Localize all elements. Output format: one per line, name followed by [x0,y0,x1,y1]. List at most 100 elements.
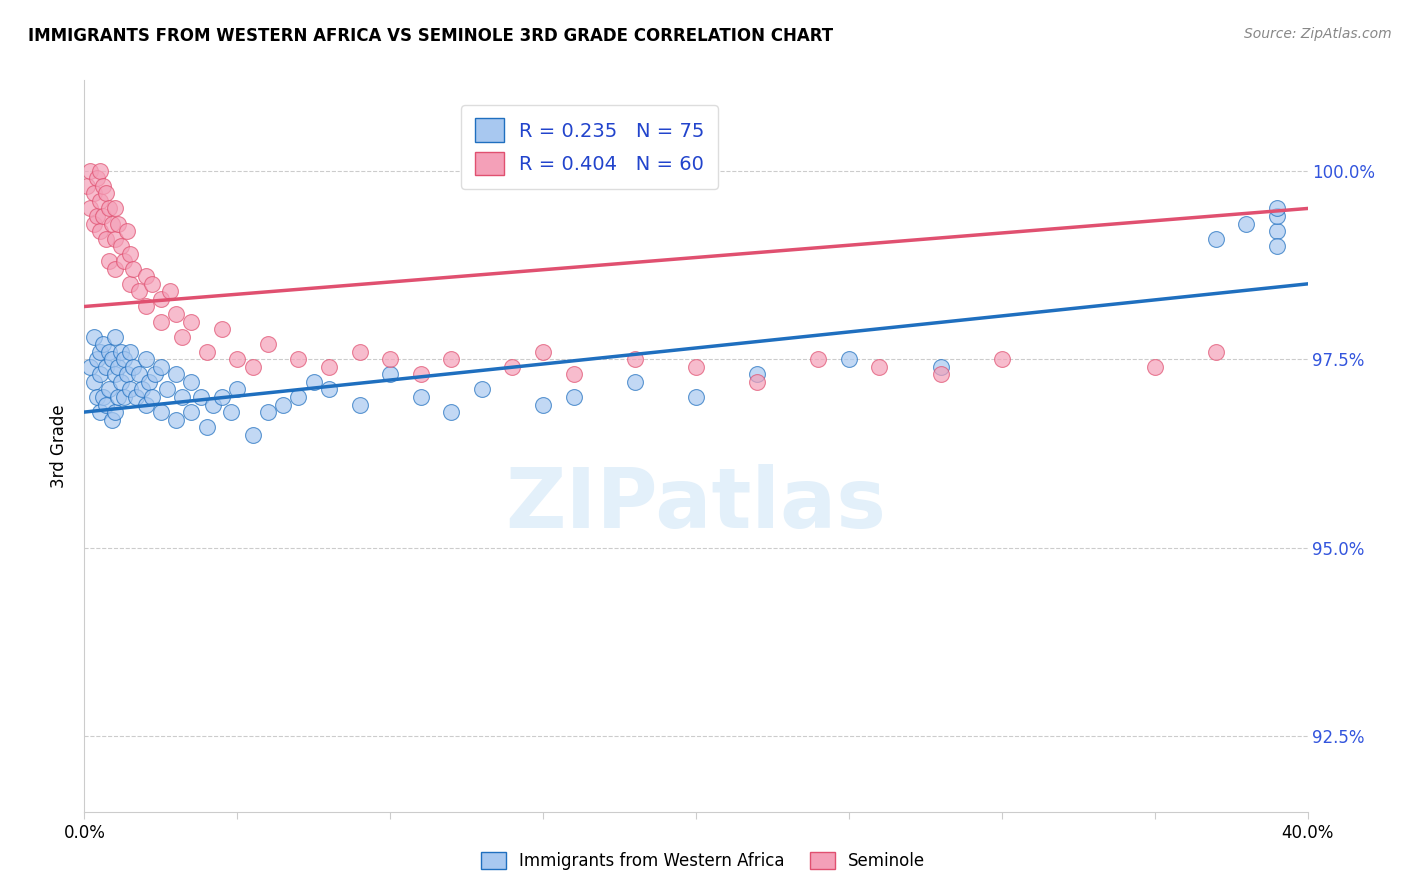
Point [89,405,111,419]
Point [86,209,108,223]
Point [107,359,129,374]
Point [1265,209,1288,223]
Point [165,368,187,382]
Point [83,186,105,201]
Legend: R = 0.235   N = 75, R = 0.404   N = 60: R = 0.235 N = 75, R = 0.404 N = 60 [461,104,718,189]
Point [190,390,212,404]
Point [149,292,172,306]
Point [94,398,117,412]
Point [165,412,187,426]
Point [349,398,371,412]
Point [120,344,142,359]
Point [83,217,105,231]
Text: ZIPatlas: ZIPatlas [506,464,886,545]
Y-axis label: 3rd Grade: 3rd Grade [51,404,69,488]
Point [195,344,218,359]
Point [531,398,554,412]
Point [1205,344,1227,359]
Point [104,232,127,246]
Point [195,420,218,434]
Point [211,322,233,336]
Point [128,285,150,299]
Point [97,383,120,397]
Point [211,390,233,404]
Point [120,246,142,260]
Point [1265,224,1288,238]
Point [79,163,101,178]
Legend: Immigrants from Western Africa, Seminole: Immigrants from Western Africa, Seminole [474,845,932,877]
Point [135,398,157,412]
Point [76,178,98,193]
Point [104,202,127,216]
Point [409,390,432,404]
Point [149,359,172,374]
Point [91,178,114,193]
Point [869,359,891,374]
Point [135,269,157,284]
Point [242,427,264,442]
Point [89,344,111,359]
Point [257,337,280,351]
Point [471,383,494,397]
Point [101,352,124,367]
Point [1143,359,1166,374]
Point [107,217,129,231]
Point [685,390,707,404]
Point [128,368,150,382]
Point [112,254,135,268]
Point [91,390,114,404]
Point [120,383,142,397]
Point [380,352,402,367]
Point [115,368,138,382]
Point [257,405,280,419]
Point [562,390,585,404]
Point [143,368,166,382]
Point [838,352,860,367]
Point [94,359,117,374]
Point [156,383,179,397]
Point [380,368,402,382]
Point [1265,239,1288,253]
Point [115,224,138,238]
Point [149,315,172,329]
Point [502,359,524,374]
Point [122,359,145,374]
Point [141,277,163,291]
Point [1265,202,1288,216]
Point [83,375,105,389]
Point [159,285,181,299]
Point [180,375,202,389]
Point [440,405,463,419]
Point [685,359,707,374]
Point [302,375,325,389]
Point [91,209,114,223]
Point [112,390,135,404]
Point [94,186,117,201]
Point [112,352,135,367]
Point [89,163,111,178]
Point [110,344,132,359]
Point [807,352,830,367]
Point [624,352,647,367]
Point [86,171,108,186]
Point [101,412,124,426]
Point [83,329,105,343]
Point [79,359,101,374]
Point [86,352,108,367]
Point [562,368,585,382]
Point [318,383,340,397]
Point [624,375,647,389]
Point [104,368,127,382]
Point [104,329,127,343]
Point [107,390,129,404]
Point [97,202,120,216]
Point [747,368,769,382]
Point [242,359,264,374]
Point [141,390,163,404]
Point [929,368,952,382]
Text: IMMIGRANTS FROM WESTERN AFRICA VS SEMINOLE 3RD GRADE CORRELATION CHART: IMMIGRANTS FROM WESTERN AFRICA VS SEMINO… [28,27,834,45]
Point [1205,232,1227,246]
Point [287,390,309,404]
Point [172,329,194,343]
Point [747,375,769,389]
